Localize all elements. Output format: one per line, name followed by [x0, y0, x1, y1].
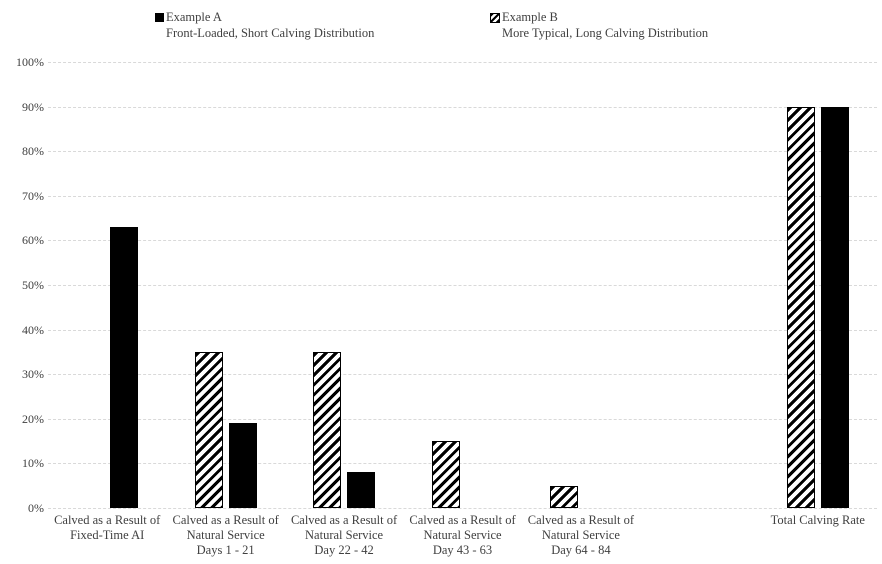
x-axis-category-label: Calved as a Result of Natural Service Days…	[172, 513, 279, 557]
y-axis-tick-label: 50%	[22, 278, 44, 292]
y-axis-tick-label: 90%	[22, 99, 44, 114]
legend-description-example-a: Front-Loaded, Short Calving Distribution	[166, 26, 375, 40]
y-axis-tick-label: 100%	[16, 55, 44, 69]
legend-text-example-a: Example A Front-Loaded, Short Calving Di…	[166, 9, 374, 41]
bar-example-a	[228, 423, 257, 508]
gridline	[48, 240, 877, 242]
legend-entry-example-b: Example B More Typical, Long Calving Dis…	[490, 9, 708, 41]
gridline	[48, 508, 877, 509]
legend-entry-example-a: Example A Front-Loaded, Short Calving Di…	[155, 9, 374, 41]
bar-example-b	[549, 485, 578, 508]
bar-example-b	[786, 106, 815, 508]
bar-example-a	[820, 106, 849, 508]
gridline	[48, 418, 877, 420]
gridline	[48, 106, 877, 108]
x-axis-category-label: Calved as a Result of Fixed-Time AI	[54, 513, 161, 542]
legend-text-example-b: Example B More Typical, Long Calving Dis…	[502, 9, 708, 41]
x-axis-category-label: Calved as a Result of Natural Service Day …	[527, 513, 635, 557]
x-axis-category-label: Calved as a Result of Natural Service Day …	[409, 513, 516, 557]
x-axis-category-label: Calved as a Result of Natural Service Day …	[290, 513, 398, 557]
bar-example-b	[431, 441, 460, 508]
gridline	[48, 285, 877, 286]
y-axis-tick-label: 20%	[22, 411, 44, 426]
bar-example-a	[110, 227, 139, 508]
example-b-hatch-swatch-icon	[490, 13, 500, 23]
y-axis-tick-label: 60%	[22, 233, 44, 248]
gridline	[48, 329, 877, 331]
legend-label-example-b: Example B	[502, 10, 558, 24]
bar-example-b	[313, 351, 342, 508]
bar-example-a	[347, 472, 376, 508]
y-axis-tick-label: 30%	[22, 367, 44, 382]
gridline	[48, 151, 877, 153]
y-axis-tick-label: 0%	[28, 501, 44, 515]
gridline	[48, 62, 877, 63]
x-axis-category-label: Total Calving Rate	[770, 513, 865, 527]
legend-label-example-a: Example A	[166, 10, 222, 24]
y-axis-tick-label: 80%	[22, 144, 44, 159]
gridline	[48, 195, 877, 197]
example-a-solid-swatch-icon	[155, 13, 164, 22]
y-axis-tick-label: 70%	[22, 188, 44, 203]
y-axis-tick-label: 10%	[22, 456, 44, 471]
gridline	[48, 374, 877, 376]
legend-description-example-b: More Typical, Long Calving Distribution	[502, 26, 709, 40]
y-axis-tick-label: 40%	[22, 322, 44, 337]
gridline	[48, 463, 877, 465]
bar-example-b	[194, 351, 223, 508]
